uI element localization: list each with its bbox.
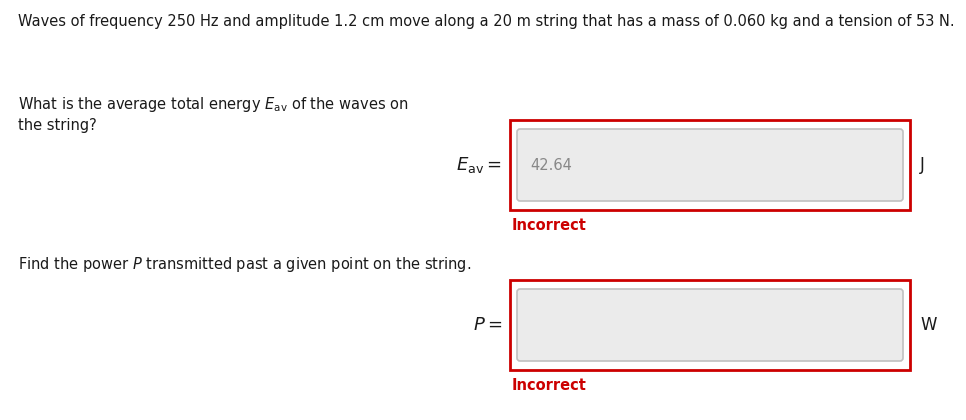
Text: Incorrect: Incorrect (512, 378, 587, 393)
Bar (510, 120, 910, 210)
Text: Waves of frequency 250 Hz and amplitude 1.2 cm move along a 20 m string that has: Waves of frequency 250 Hz and amplitude … (18, 14, 954, 29)
FancyBboxPatch shape (517, 289, 903, 361)
Text: 42.64: 42.64 (530, 158, 572, 173)
Text: J: J (920, 156, 924, 174)
Text: What is the average total energy $E_\mathrm{av}$ of the waves on: What is the average total energy $E_\mat… (18, 95, 409, 114)
Text: W: W (920, 316, 936, 334)
Bar (510, 280, 910, 370)
FancyBboxPatch shape (517, 129, 903, 201)
Text: $E_\mathrm{av}=$: $E_\mathrm{av}=$ (456, 155, 502, 175)
Text: Find the power $P$ transmitted past a given point on the string.: Find the power $P$ transmitted past a gi… (18, 255, 471, 274)
Text: Incorrect: Incorrect (512, 218, 587, 233)
Text: $P=$: $P=$ (472, 316, 502, 334)
Text: the string?: the string? (18, 118, 97, 133)
